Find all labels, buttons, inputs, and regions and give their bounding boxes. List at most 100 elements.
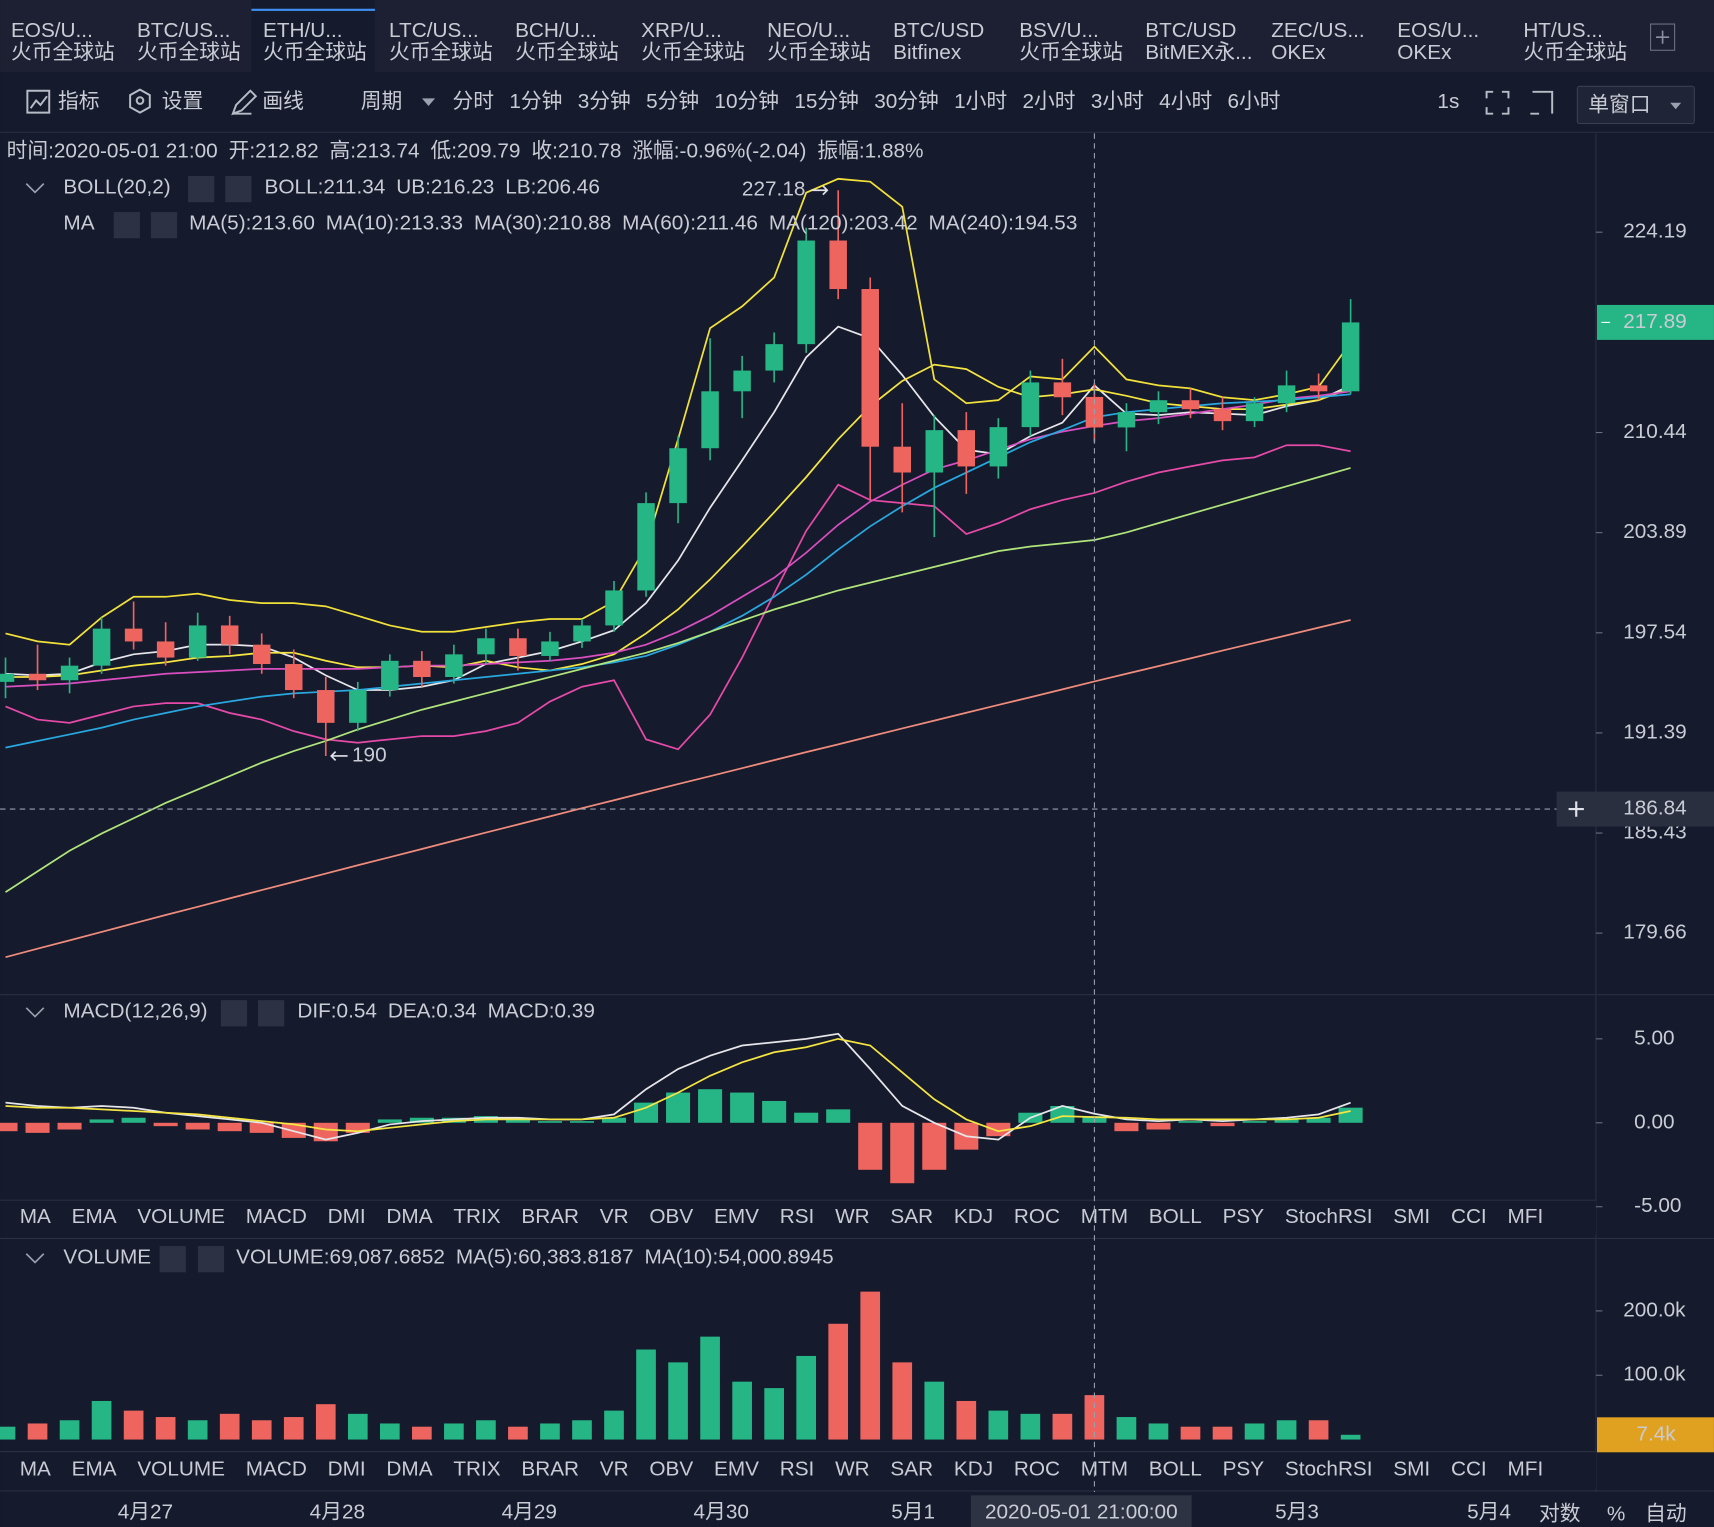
gear[interactable] bbox=[159, 1246, 186, 1273]
period-option[interactable]: 6小时 bbox=[1228, 90, 1281, 113]
indicator-tab[interactable]: PSY bbox=[1223, 1458, 1265, 1481]
indicator-tab[interactable]: MA bbox=[20, 1458, 51, 1481]
collapse[interactable] bbox=[25, 1007, 45, 1018]
auto-toggle[interactable]: 自动 bbox=[1645, 1502, 1687, 1525]
indicator-tab[interactable]: OBV bbox=[649, 1205, 693, 1228]
gear[interactable] bbox=[220, 1000, 248, 1027]
settings-icon[interactable] bbox=[129, 88, 151, 114]
indicator-tab[interactable]: BRAR bbox=[521, 1458, 579, 1481]
indicator-tab[interactable]: DMA bbox=[386, 1458, 432, 1481]
tab-pair[interactable]: LTC/US... bbox=[389, 19, 479, 42]
period-button[interactable]: 周期 bbox=[361, 90, 403, 113]
indicator-tab[interactable]: CCI bbox=[1451, 1458, 1487, 1481]
period-option[interactable]: 15分钟 bbox=[794, 90, 859, 113]
close[interactable] bbox=[258, 1000, 285, 1027]
indicator-tab[interactable]: MTM bbox=[1081, 1205, 1128, 1228]
period-option[interactable]: 10分钟 bbox=[714, 90, 779, 113]
indicator-tab[interactable]: TRIX bbox=[453, 1205, 500, 1228]
indicator-tab[interactable]: KDJ bbox=[954, 1458, 993, 1481]
tab-pair[interactable]: EOS/U... bbox=[11, 19, 93, 42]
indicator-tab[interactable]: DMI bbox=[328, 1458, 366, 1481]
close[interactable] bbox=[225, 175, 252, 203]
close[interactable] bbox=[197, 1246, 225, 1273]
close[interactable] bbox=[150, 212, 178, 239]
period-option[interactable]: 30分钟 bbox=[874, 90, 939, 113]
indicator-tab[interactable]: EMA bbox=[72, 1205, 117, 1228]
period-option[interactable]: 3小时 bbox=[1091, 90, 1144, 113]
indicator-tab[interactable]: BRAR bbox=[521, 1205, 579, 1228]
tab-pair[interactable]: BTC/USD bbox=[1145, 19, 1236, 42]
indicator-icon[interactable] bbox=[26, 89, 51, 114]
indicator-tab[interactable]: DMI bbox=[328, 1205, 366, 1228]
indicator-tab[interactable]: RSI bbox=[780, 1205, 815, 1228]
indicator-tab[interactable]: PSY bbox=[1223, 1205, 1265, 1228]
indicator-tab[interactable]: EMV bbox=[714, 1205, 759, 1228]
indicator-tab[interactable]: BOLL bbox=[1149, 1458, 1202, 1481]
period-option[interactable]: 2小时 bbox=[1022, 90, 1075, 113]
indicator-tab[interactable]: WR bbox=[835, 1458, 870, 1481]
candle-body bbox=[637, 503, 655, 591]
indicator-tab[interactable]: SAR bbox=[890, 1458, 933, 1481]
period-option[interactable]: 1小时 bbox=[954, 90, 1007, 113]
period-option[interactable]: 分时 bbox=[453, 90, 495, 113]
indicator-tab[interactable]: KDJ bbox=[954, 1205, 993, 1228]
indicator-tab[interactable]: MFI bbox=[1507, 1205, 1543, 1228]
indicator-tab[interactable]: RSI bbox=[780, 1458, 815, 1481]
indicator-tab[interactable]: MACD bbox=[246, 1205, 307, 1228]
fullscreen-icon[interactable] bbox=[1485, 90, 1510, 115]
indicator-tab[interactable]: StochRSI bbox=[1285, 1458, 1373, 1481]
gear[interactable] bbox=[188, 175, 215, 203]
indicator-tab[interactable]: MTM bbox=[1081, 1458, 1128, 1481]
speed[interactable]: 1s bbox=[1437, 90, 1459, 113]
indicator-tab[interactable]: MFI bbox=[1507, 1458, 1543, 1481]
window-icon[interactable] bbox=[1530, 90, 1554, 115]
gear[interactable] bbox=[113, 212, 140, 239]
log-toggle[interactable]: 对数 bbox=[1539, 1502, 1581, 1525]
indicator-tab[interactable]: VR bbox=[600, 1458, 629, 1481]
tab-pair[interactable]: HT/US... bbox=[1523, 19, 1603, 42]
window-select[interactable] bbox=[1576, 85, 1695, 125]
indicator-tab[interactable]: MACD bbox=[246, 1458, 307, 1481]
indicator-tab[interactable]: StochRSI bbox=[1285, 1205, 1373, 1228]
indicator-tab[interactable]: ROC bbox=[1014, 1458, 1060, 1481]
draw-icon[interactable] bbox=[231, 89, 258, 116]
macd-bar bbox=[57, 1122, 82, 1130]
indicator-tab[interactable]: SMI bbox=[1393, 1205, 1430, 1228]
macd-bar bbox=[217, 1122, 242, 1132]
indicator-tab[interactable]: CCI bbox=[1451, 1205, 1487, 1228]
period-option[interactable]: 5分钟 bbox=[646, 90, 699, 113]
percent-toggle[interactable]: % bbox=[1607, 1502, 1625, 1525]
collapse[interactable] bbox=[25, 183, 45, 194]
tab-pair[interactable]: BCH/U... bbox=[515, 19, 597, 42]
indicator-tab[interactable]: SAR bbox=[890, 1205, 933, 1228]
indicator-tab[interactable]: ROC bbox=[1014, 1205, 1060, 1228]
indicator-tab[interactable]: WR bbox=[835, 1205, 870, 1228]
indicator-tab[interactable]: EMV bbox=[714, 1458, 759, 1481]
indicator-tab[interactable]: VR bbox=[600, 1205, 629, 1228]
indicator-tab[interactable]: VOLUME bbox=[137, 1458, 225, 1481]
tab-pair[interactable]: BTC/US... bbox=[137, 19, 230, 42]
tab-pair[interactable]: ZEC/US... bbox=[1271, 19, 1364, 42]
indicator-tab[interactable]: MA bbox=[20, 1205, 51, 1228]
indicator-tab[interactable]: EMA bbox=[72, 1458, 117, 1481]
indicator-tab[interactable]: SMI bbox=[1393, 1458, 1430, 1481]
tab-pair[interactable]: ETH/U... bbox=[263, 19, 343, 42]
settings-button[interactable]: 设置 bbox=[162, 90, 204, 113]
indicator-tab[interactable]: VOLUME bbox=[137, 1205, 225, 1228]
indicator-tab[interactable]: DMA bbox=[386, 1205, 432, 1228]
tab-pair[interactable]: EOS/U... bbox=[1397, 19, 1479, 42]
indicator-tab[interactable]: TRIX bbox=[453, 1458, 500, 1481]
draw-button[interactable]: 画线 bbox=[262, 90, 304, 113]
period-option[interactable]: 4小时 bbox=[1159, 90, 1212, 113]
tab-pair[interactable]: BSV/U... bbox=[1019, 19, 1099, 42]
tab-pair[interactable]: NEO/U... bbox=[767, 19, 850, 42]
add-tab[interactable] bbox=[1650, 23, 1676, 51]
period-option[interactable]: 1分钟 bbox=[509, 90, 562, 113]
tab-pair[interactable]: XRP/U... bbox=[641, 19, 722, 42]
period-option[interactable]: 3分钟 bbox=[578, 90, 631, 113]
indicator-tab[interactable]: OBV bbox=[649, 1458, 693, 1481]
collapse[interactable] bbox=[25, 1253, 45, 1264]
indicator-tab[interactable]: BOLL bbox=[1149, 1205, 1202, 1228]
indicator-button[interactable]: 指标 bbox=[58, 90, 100, 113]
tab-pair[interactable]: BTC/USD bbox=[893, 19, 984, 42]
